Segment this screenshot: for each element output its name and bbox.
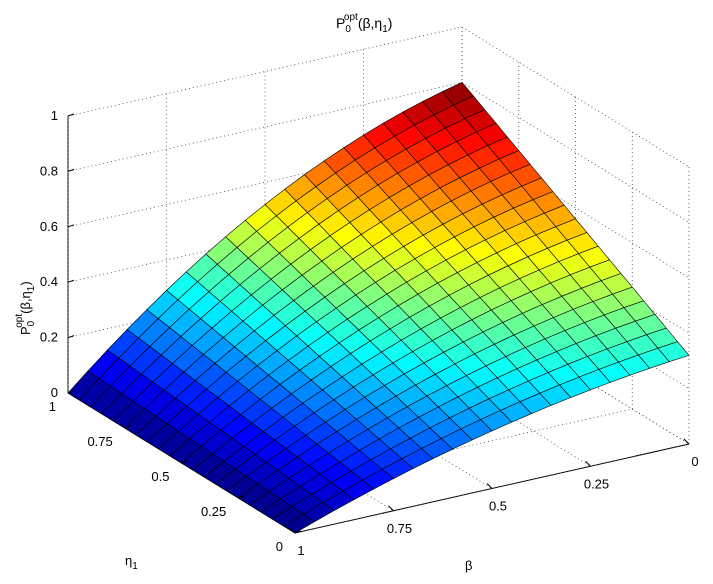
x-tick-label: 0.25	[584, 476, 609, 491]
z-axis-label: P0opt(β,η1)	[14, 281, 37, 335]
y-axis-label: η1	[125, 553, 138, 572]
z-tick-label: 1	[51, 108, 58, 123]
x-tick	[683, 438, 690, 445]
z-tick	[67, 113, 75, 117]
chart-title: P0opt(β,η1)	[336, 12, 392, 35]
z-tick	[67, 168, 75, 172]
z-tick	[67, 335, 75, 339]
y-tick	[238, 495, 245, 499]
z-tick-label: 0.4	[40, 274, 58, 289]
x-tick-label: 1	[297, 543, 304, 558]
y-tick-label: 0.75	[87, 434, 112, 449]
y-tick	[294, 530, 302, 534]
x-tick-label: 0.5	[489, 499, 507, 514]
y-tick	[124, 425, 131, 429]
x-axis-label: β	[465, 558, 472, 573]
surface-mesh	[67, 82, 690, 534]
z-tick	[67, 279, 75, 283]
z-tick-label: 0.6	[40, 219, 58, 234]
z-tick	[67, 224, 75, 228]
x-tick	[486, 483, 493, 489]
y-tick	[181, 460, 188, 464]
y-tick-label: 0	[276, 539, 283, 554]
x-tick-label: 0.75	[387, 521, 412, 536]
x-tick	[585, 460, 591, 467]
y-tick-label: 0.5	[151, 469, 169, 484]
y-tick-label: 1	[49, 399, 56, 414]
surface-patch	[283, 513, 316, 534]
x-tick	[289, 527, 296, 534]
grid-line-floor-eta	[294, 443, 690, 534]
x-tick-label: 0	[691, 454, 698, 469]
x-tick	[388, 505, 394, 512]
z-tick-label: 0	[51, 385, 58, 400]
grid-line-floor-eta	[238, 408, 633, 499]
y-tick	[67, 390, 75, 394]
z-tick-label: 0.8	[40, 163, 58, 178]
y-tick-label: 0.25	[201, 504, 226, 519]
z-tick-label: 0.2	[40, 330, 58, 345]
